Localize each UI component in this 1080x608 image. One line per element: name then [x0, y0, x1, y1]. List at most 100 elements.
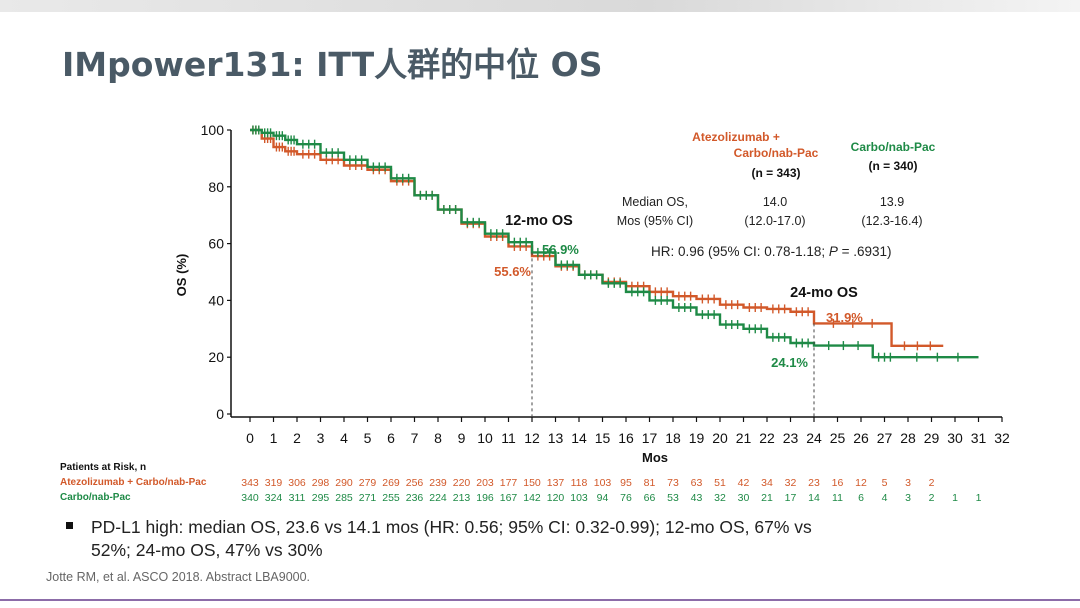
y-tick-label: 100	[201, 122, 225, 138]
x-tick-label: 26	[853, 430, 869, 446]
risk-count: 81	[643, 477, 656, 489]
x-tick-label: 15	[595, 430, 611, 446]
legend-carbo-name: Carbo/nab-Pac	[851, 140, 936, 154]
risk-count: 285	[335, 492, 353, 504]
x-tick-label: 32	[994, 430, 1010, 446]
x-tick-label: 27	[877, 430, 893, 446]
risk-count: 17	[784, 492, 797, 504]
risk-count: 236	[405, 492, 424, 504]
x-tick-label: 30	[947, 430, 963, 446]
risk-count: 142	[523, 492, 541, 504]
bullet-square-icon	[66, 522, 73, 529]
risk-count: 224	[429, 492, 447, 504]
x-tick-label: 25	[830, 430, 846, 446]
os12-label: 12-mo OS	[505, 213, 573, 229]
x-tick-label: 21	[736, 430, 752, 446]
risk-count: 256	[405, 477, 424, 489]
risk-count: 66	[643, 492, 656, 504]
risk-count: 94	[596, 492, 609, 504]
legend-atezo-n: (n = 343)	[751, 166, 800, 180]
risk-count: 23	[808, 477, 820, 489]
risk-count: 11	[832, 492, 843, 504]
risk-count: 239	[429, 477, 447, 489]
risk-count: 271	[358, 492, 377, 504]
risk-count: 95	[620, 477, 632, 489]
citation: Jotte RM, et al. ASCO 2018. Abstract LBA…	[46, 570, 311, 584]
risk-count: 340	[241, 492, 259, 504]
risk-count: 21	[761, 492, 773, 504]
y-tick-label: 0	[216, 406, 224, 422]
risk-count: 32	[784, 477, 797, 489]
risk-count: 16	[831, 477, 844, 489]
risk-count: 103	[593, 477, 612, 489]
risk-count: 3	[905, 477, 911, 489]
risk-count: 290	[335, 477, 353, 489]
risk-count: 1	[952, 492, 958, 504]
legend-atezo-line2: Carbo/nab-Pac	[734, 146, 819, 160]
risk-count: 203	[476, 477, 494, 489]
risk-count: 311	[288, 492, 306, 504]
risk-count: 319	[264, 477, 283, 489]
risk-count: 63	[690, 477, 703, 489]
x-tick-label: 22	[759, 430, 775, 446]
x-tick-label: 19	[689, 430, 705, 446]
legend-atezo-line1: Atezolizumab +	[692, 130, 780, 144]
risk-count: 3	[905, 492, 911, 504]
risk-count: 30	[737, 492, 750, 504]
x-tick-label: 28	[900, 430, 916, 446]
risk-count: 4	[881, 492, 888, 504]
risk-count: 14	[808, 492, 820, 504]
x-tick-label: 2	[293, 430, 301, 446]
x-tick-label: 18	[665, 430, 681, 446]
risk-count: 196	[476, 492, 494, 504]
x-tick-label: 1	[270, 430, 278, 446]
median-label-line1: Median OS,	[622, 195, 688, 209]
top-bar	[0, 0, 1080, 12]
legend-carbo-n: (n = 340)	[868, 159, 917, 173]
carbo-median: 13.9	[880, 195, 904, 209]
x-tick-label: 12	[524, 430, 540, 446]
y-tick-label: 40	[208, 292, 224, 308]
y-axis-label: OS (%)	[174, 254, 189, 297]
x-tick-label: 17	[642, 430, 658, 446]
risk-count: 51	[714, 477, 726, 489]
risk-table-title: Patients at Risk, n	[60, 462, 147, 473]
carbo-ci: (12.3-16.4)	[861, 214, 922, 228]
risk-count: 343	[241, 477, 259, 489]
risk-count: 32	[714, 492, 726, 504]
os24-atezo-value: 31.9%	[826, 310, 863, 325]
risk-count: 279	[358, 477, 377, 489]
risk-count: 2	[928, 492, 935, 504]
risk-count: 306	[288, 477, 306, 489]
risk-count: 150	[523, 477, 541, 489]
risk-count: 73	[667, 477, 679, 489]
x-axis-label: Mos	[642, 450, 668, 465]
y-tick-label: 20	[208, 349, 224, 365]
risk-count: 295	[311, 492, 330, 504]
os12-atezo-value: 55.6%	[494, 264, 531, 279]
risk-count: 177	[499, 477, 518, 489]
y-tick-label: 80	[208, 179, 224, 195]
x-tick-label: 13	[548, 430, 564, 446]
risk-count: 1	[975, 492, 982, 504]
risk-count: 43	[690, 492, 703, 504]
risk-count: 5	[881, 477, 888, 489]
y-tick-label: 60	[208, 236, 224, 252]
atezo-median: 14.0	[763, 195, 787, 209]
x-tick-label: 14	[571, 430, 587, 446]
risk-row-label: Carbo/nab-Pac	[60, 492, 131, 503]
x-tick-label: 3	[317, 430, 325, 446]
os12-carbo-value: 56.9%	[542, 242, 579, 257]
risk-count: 213	[452, 492, 471, 504]
risk-count: 34	[761, 477, 773, 489]
median-label-line2: Mos (95% CI)	[617, 214, 693, 228]
x-tick-label: 31	[971, 430, 987, 446]
risk-count: 42	[737, 477, 750, 489]
risk-count: 76	[620, 492, 632, 504]
page-title: IMpower131: ITT人群的中位 OS	[62, 45, 603, 84]
x-tick-label: 7	[411, 430, 419, 446]
risk-count: 103	[570, 492, 588, 504]
x-tick-label: 24	[806, 430, 822, 446]
risk-count: 269	[382, 477, 400, 489]
